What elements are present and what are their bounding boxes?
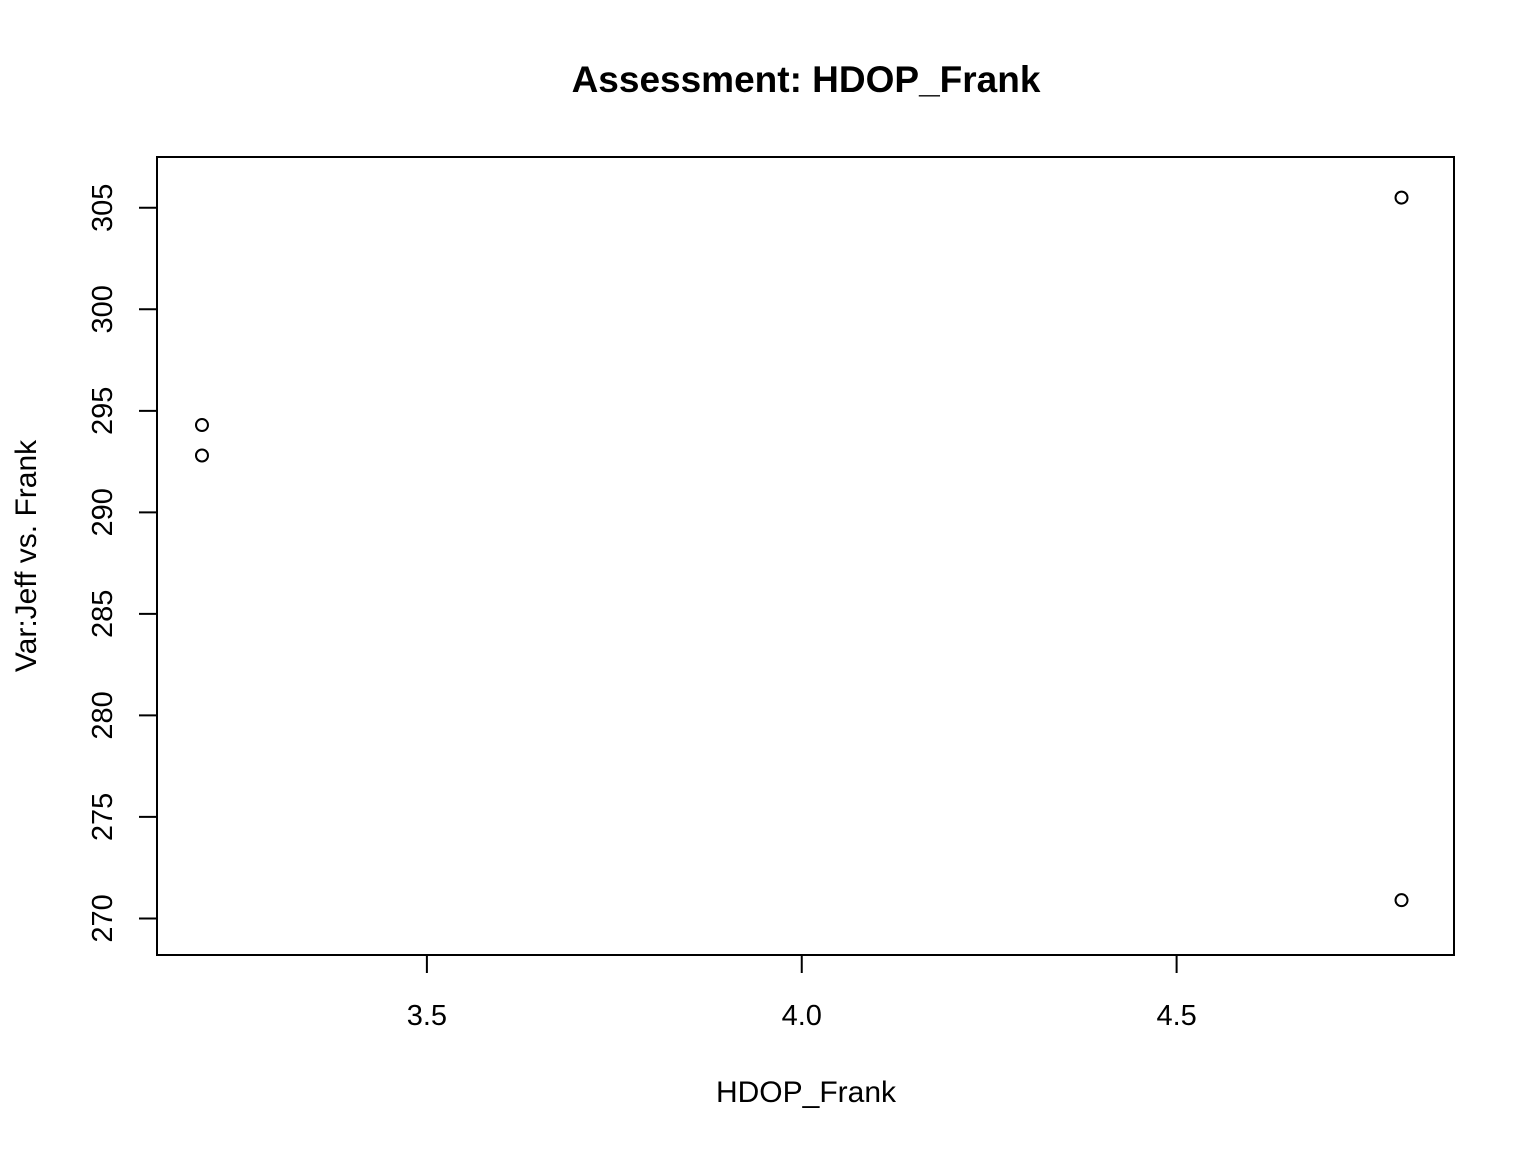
- y-tick-label: 275: [87, 793, 119, 841]
- plot-frame: [156, 156, 1455, 956]
- y-tick-label: 290: [87, 488, 119, 536]
- data-points: [194, 190, 1409, 908]
- y-axis: 270 275 280 285 290 295 300 305: [87, 184, 158, 943]
- y-tick-label: 280: [87, 691, 119, 739]
- x-tick-label: 3.5: [407, 1000, 447, 1032]
- y-tick-label: 300: [87, 285, 119, 333]
- x-tick-label: 4.0: [782, 1000, 822, 1032]
- y-tick-label: 270: [87, 894, 119, 942]
- y-tick-label: 305: [87, 184, 119, 232]
- y-tick-label: 285: [87, 590, 119, 638]
- x-tick-label: 4.5: [1156, 1000, 1196, 1032]
- y-axis-label: Var:Jeff vs. Frank: [10, 439, 43, 672]
- data-point: [194, 448, 209, 463]
- y-tick-label: 295: [87, 387, 119, 435]
- chart-title: Assessment: HDOP_Frank: [572, 59, 1041, 100]
- x-axis: 3.5 4.0 4.5: [407, 954, 1197, 1032]
- data-point: [1394, 190, 1409, 205]
- data-point: [194, 418, 209, 433]
- x-axis-label: HDOP_Frank: [716, 1076, 897, 1109]
- data-point: [1394, 893, 1409, 908]
